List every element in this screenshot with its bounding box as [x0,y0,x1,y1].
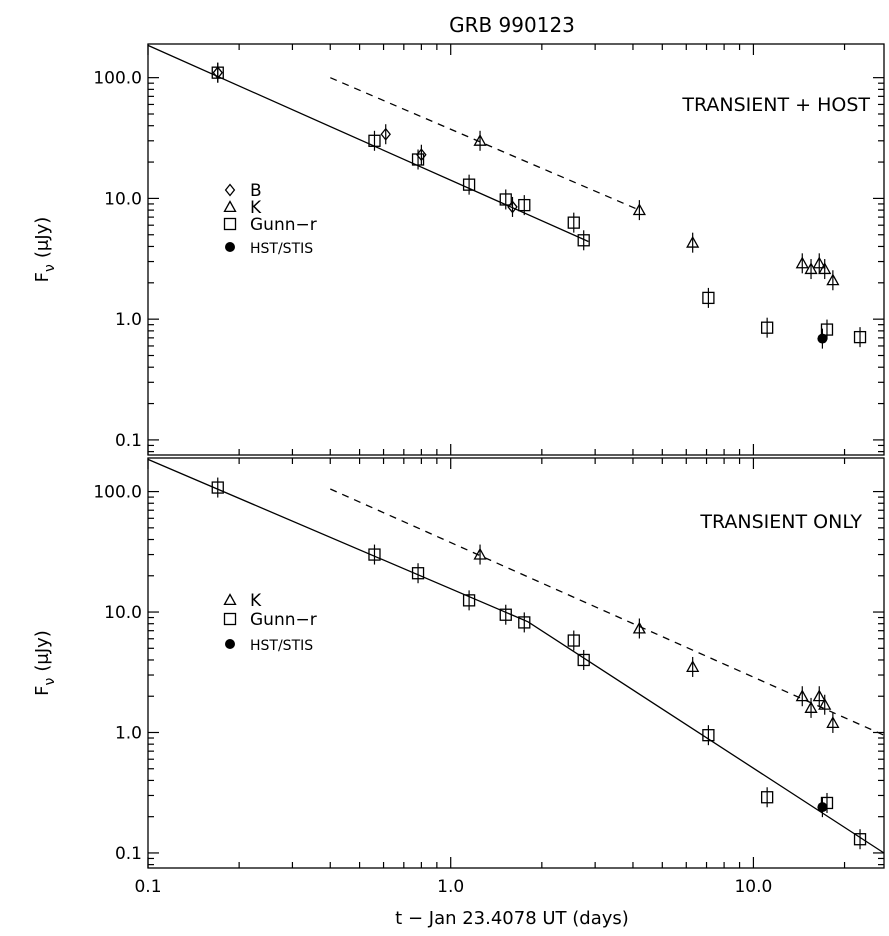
data-point-triangle [632,203,646,216]
y-tick-label: 1.0 [115,310,142,330]
data-point-triangle [795,256,809,269]
y-tick-label: 10.0 [104,603,142,623]
panel-annotation: TRANSIENT + HOST [681,94,870,116]
legend-label: Gunn−r [250,610,317,630]
x-tick-label: 1.0 [437,877,464,897]
data-point-triangle [818,697,832,710]
figure-title: GRB 990123 [449,13,575,37]
data-point-square [499,608,512,621]
legend-label: HST/STIS [250,638,313,654]
x-tick-label: 0.1 [134,877,161,897]
legend-marker-square [223,612,237,626]
y-axis-label-unit: (μJy) [32,630,53,671]
y-axis-label-subscript: ν [42,677,58,685]
solid-fit-line [147,44,589,243]
data-point-triangle [795,689,809,702]
legend-marker-square [223,217,237,231]
data-point-triangle [473,133,487,146]
data-point-triangle [686,660,700,673]
data-point-triangle [826,273,840,286]
data-point-square [702,729,715,742]
panel-transient-only: 100.0 10.0 1.0 0.1 0.1 1.0 10.0 Fν (μJy) TRANSIEN… [32,457,885,897]
panel-transient-plus-host: 100.0 10.0 1.0 0.1 Fν (μJy) TRANSIENT + HOST BK… [32,43,885,456]
data-point-square [577,234,590,247]
data-point-square [567,216,580,229]
x-tick-label: 10.0 [734,877,772,897]
data-point-triangle [804,262,818,275]
plot-frame [147,457,885,869]
solid-fit-line [147,458,885,854]
data-point-square [411,153,425,166]
data-point-filled-circle [817,333,828,344]
y-axis-label: Fν (μJy) [32,630,58,696]
dashed-model-line [330,488,885,736]
data-point-square [411,567,425,580]
legend-marker-triangle [223,593,237,606]
data-point-triangle [804,701,818,713]
data-point-square [577,653,590,667]
data-point-triangle [812,689,826,702]
y-axis-label-main: F [32,685,53,695]
data-point-triangle [818,262,832,275]
legend-label: B [250,181,262,201]
y-axis-label-subscript: ν [42,264,58,272]
y-tick-label: 0.1 [115,844,142,864]
legend-label: K [250,198,262,218]
data-point-triangle [632,621,646,634]
legend-label: K [250,591,262,611]
data-point-square [462,178,476,191]
data-point-square [368,548,381,561]
data-point-filled-circle [817,802,828,813]
dashed-model-line [330,77,640,211]
y-axis-label-main: F [32,272,53,282]
y-tick-label: 100.0 [93,69,142,89]
legend-label: HST/STIS [250,241,313,257]
y-tick-label: 0.1 [115,431,142,451]
legend-label: Gunn−r [250,215,317,235]
data-point-square [702,291,715,305]
panel-annotation: TRANSIENT ONLY [699,511,862,533]
data-point-triangle [473,547,487,560]
data-point-square [760,321,774,334]
data-point-square [518,198,531,212]
legend-marker-diamond [224,183,236,197]
data-point-square [760,791,774,804]
plot-frame [147,43,885,456]
data-point-square [211,481,224,494]
data-point-triangle [826,716,840,729]
legend-marker-filled-circle [225,639,235,649]
y-tick-label: 1.0 [115,723,142,743]
legend-marker-filled-circle [225,242,235,252]
y-axis-label: Fν (μJy) [32,217,58,283]
data-point-square [820,323,834,336]
data-point-square [853,330,867,344]
data-point-square [211,66,224,79]
data-point-triangle [686,235,700,248]
y-axis-label-unit: (μJy) [32,217,53,258]
legend-marker-triangle [223,200,237,213]
data-point-square [518,616,531,629]
data-point-triangle [812,256,826,269]
data-point-square [499,193,512,206]
data-point-square [368,134,381,147]
data-point-square [567,634,580,647]
data-point-square [853,833,867,846]
data-point-square [462,594,476,607]
x-axis-label: t − Jan 23.4078 UT (days) [395,908,629,929]
data-point-diamond [380,127,391,141]
y-tick-label: 10.0 [104,189,142,209]
y-tick-label: 100.0 [93,483,142,503]
